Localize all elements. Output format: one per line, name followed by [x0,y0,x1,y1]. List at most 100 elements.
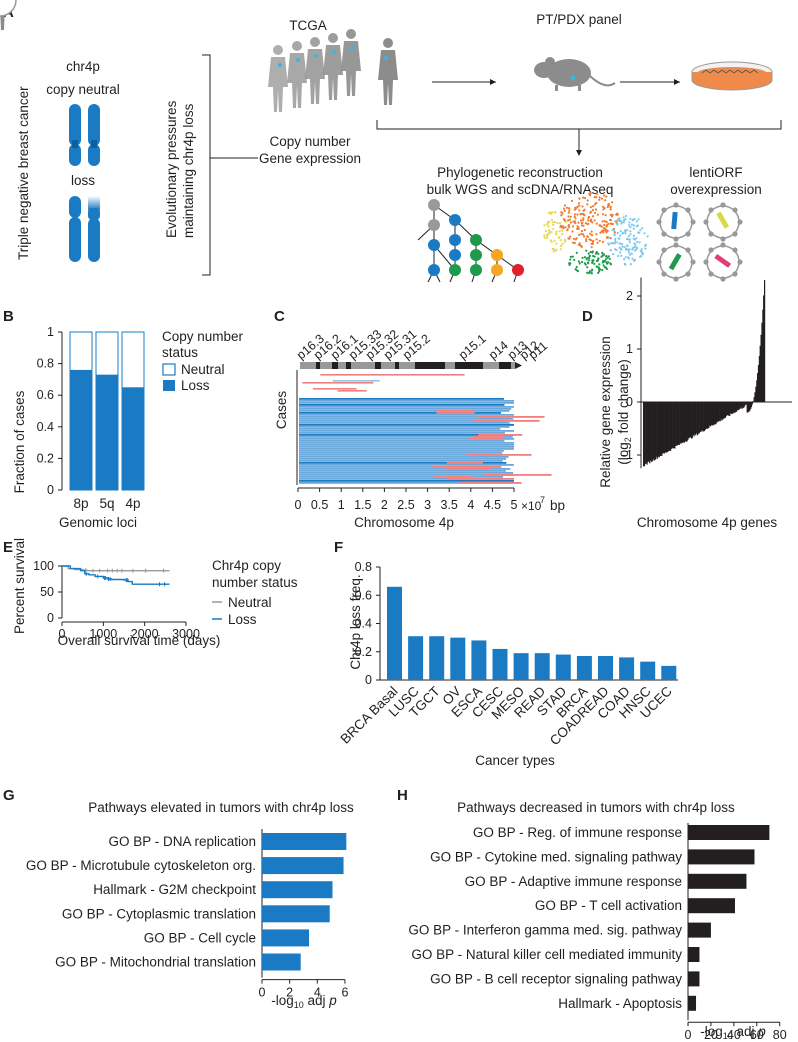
scatter-dot [595,260,599,263]
g-category-label: GO BP - Cytoplasmic translation [62,906,256,921]
d-gene-bar [713,402,715,425]
d-gene-bar [667,402,669,452]
c-ideogram-band [445,362,455,369]
g-xlabel-p: p [328,993,337,1008]
d-gene-bar [724,402,726,419]
d-gene-bar [720,402,722,420]
scatter-dot [595,196,598,199]
d-gene-bar [654,402,656,461]
b-legend-title-line1: Copy number [162,329,244,344]
d-gene-bar [737,402,740,411]
scatter-dot [593,219,596,222]
scatter-dot [626,248,630,251]
d-xlabel: Chromosome 4p genes [637,515,778,530]
c-x-axis: 0 0.5 1 1.5 2 2.5 3 3.5 4 4.5 5 [295,487,518,512]
scatter-dot [568,223,571,227]
d-gene-bar [733,402,735,413]
d-gene-bar [650,402,652,462]
h-x-tick-label: 20 [704,1028,718,1042]
scatter-dot [588,192,591,195]
ptpdx-title: PT/PDX panel [536,12,622,27]
scatter-dot [580,232,583,236]
c-loss-segment [299,476,504,478]
d-gene-bar [682,402,684,443]
f-y-tick-label: 0.2 [355,645,372,659]
scatter-dot [624,232,627,235]
scatter-dot [577,260,580,263]
scatter-dot [557,236,560,239]
scatter-dot [552,223,555,226]
scatter-dot [624,230,627,233]
g-category-label: GO BP - Cell cycle [144,930,256,945]
d-gene-bar [759,345,761,402]
d-gene-bar [753,397,755,402]
e-y-tick-label: 100 [33,559,54,573]
cell-surface-bump [685,231,691,237]
scatter-dot [639,255,642,258]
scatter-dot [567,219,570,222]
scatter-dot [577,227,580,231]
scatter-dot [629,226,632,229]
c-loss-segment [299,424,514,426]
c-unit-exp: 7 [540,495,545,505]
scatter-dot [546,221,550,224]
h-bar [688,849,755,865]
c-loss-segment [299,472,514,474]
d-gene-bar [761,322,763,402]
c-ideogram-band [415,362,445,369]
scatter-dot [596,241,599,244]
scatter-dot [627,251,631,254]
f-bar [450,637,466,680]
scatter-dot [619,242,622,245]
cell-surface-bump [673,242,679,248]
scatter-dot [607,203,610,206]
scatter-dot [588,238,591,241]
scatter-dot [595,233,598,236]
scatter-dot [551,221,554,224]
scatter-dot [633,249,637,252]
scatter-dot [607,255,610,258]
scatter-dot [616,219,619,222]
scatter-dot [576,213,579,216]
scatter-dot [564,240,567,243]
h-category-label: Hallmark - Apoptosis [558,996,682,1011]
e-x-tick-label: 2000 [131,627,159,641]
scatter-dot [619,230,622,233]
f-bar [513,653,529,680]
scatter-dot [641,227,644,230]
evo-line2: maintaining chr4p loss [181,103,196,238]
scatter-dot [625,238,629,241]
cell-surface-bump [685,271,691,277]
c-gain-segment [446,462,483,464]
e-legend-neutral: Neutral [228,595,272,610]
d-gene-bar [744,402,746,405]
h-category-label: GO BP - B cell receptor signaling pathwa… [430,971,682,986]
scatter-dot [635,237,638,240]
scatter-dot [644,247,647,250]
scatter-dot [597,257,600,260]
scatter-dot [574,238,577,241]
phylo-line2: bulk WGS and scDNA/RNAseq [427,182,614,197]
b-bar-loss [96,374,118,490]
b-xlabel: Genomic loci [59,515,137,530]
scatter-dot [561,242,564,245]
scatter-dot [568,226,571,229]
scatter-dot [607,222,610,225]
scatter-dot [627,224,631,227]
d-gene-bar [676,402,679,446]
d-gene-bar [643,402,646,467]
scatter-dot [567,211,570,214]
scatter-dot [575,269,578,272]
d-gene-bar [695,402,697,436]
c-segment [332,380,380,382]
scatter-dot [561,233,564,236]
g-category-label: GO BP - Mitochondrial translation [55,955,256,970]
scatter-dot [601,240,605,243]
h-bar [688,995,697,1011]
h-xlabel-pre: -log [700,1024,723,1039]
scatter-dot [628,241,631,244]
c-ideogram-band [395,362,399,369]
c-loss-segment [299,410,510,412]
scatter-dot [600,197,604,200]
